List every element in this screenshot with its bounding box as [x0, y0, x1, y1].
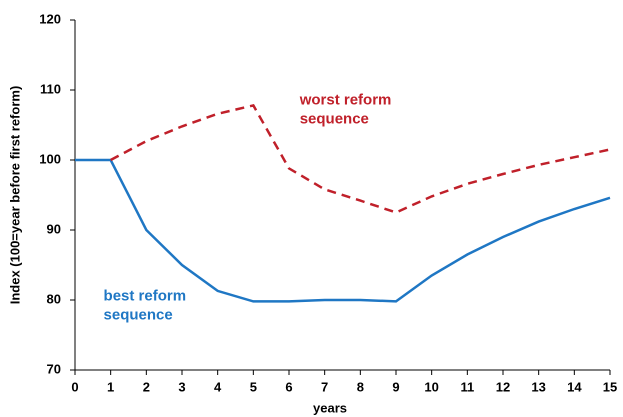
x-tick-label: 8 [357, 379, 364, 394]
x-tick-label: 3 [178, 379, 185, 394]
x-axis-label: years [313, 400, 347, 415]
annotation: best reform [104, 287, 187, 304]
x-tick-label: 15 [603, 379, 617, 394]
y-tick-label: 110 [40, 81, 61, 96]
x-tick-label: 6 [285, 379, 292, 394]
y-tick-label: 70 [47, 361, 61, 376]
annotation: worst reform [299, 91, 392, 108]
x-tick-label: 1 [107, 379, 114, 394]
x-tick-label: 9 [392, 379, 399, 394]
x-tick-label: 10 [424, 379, 438, 394]
x-tick-label: 2 [143, 379, 150, 394]
x-tick-label: 11 [460, 379, 474, 394]
line-series [110, 103, 611, 214]
x-tick-label: 12 [496, 379, 510, 394]
x-tick-label: 0 [71, 379, 78, 394]
line-series [75, 158, 611, 303]
annotation: sequence [104, 306, 173, 323]
y-tick-label: 100 [39, 151, 61, 166]
y-axis-label: Index (100=year before first reform) [7, 86, 22, 305]
x-tick-label: 4 [214, 379, 222, 394]
x-tick-label: 5 [250, 379, 257, 394]
x-tick-label: 14 [567, 379, 582, 394]
annotation: sequence [300, 110, 369, 127]
y-tick-label: 120 [39, 11, 61, 26]
y-tick-label: 80 [47, 291, 61, 306]
x-tick-label: 13 [531, 379, 545, 394]
y-tick-label: 90 [47, 221, 61, 236]
x-tick-label: 7 [321, 379, 328, 394]
